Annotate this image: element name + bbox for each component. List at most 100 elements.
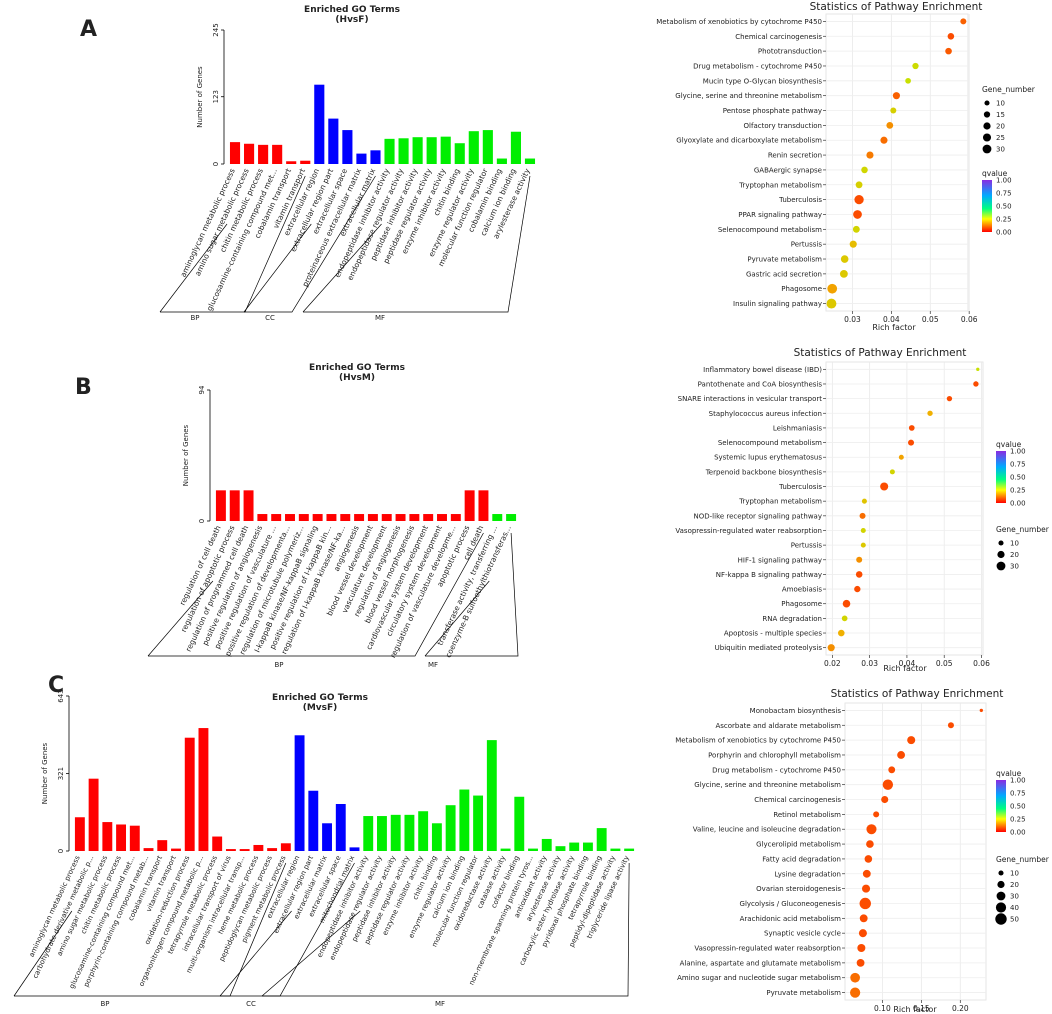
pathway-label: Leishmaniasis	[773, 424, 822, 432]
color-legend-title: qvalue	[996, 440, 1022, 449]
pathway-label: Chemical carcinogenesis	[754, 796, 841, 804]
pathway-label: Ubiquitin mediated proteolysis	[715, 644, 823, 652]
enrichment-point	[856, 958, 865, 967]
bar-mf	[492, 514, 503, 521]
y-tick-label: 123	[212, 90, 220, 103]
pathway-label: Apoptosis - multiple species	[724, 630, 823, 638]
x-tick-label: 0.04	[883, 315, 900, 324]
pathway-label: Drug metabolism - cytochrome P450	[693, 62, 822, 70]
size-legend-dot	[983, 111, 991, 118]
bar-bp	[198, 728, 209, 851]
enrichment-point	[947, 32, 955, 40]
group-bracket-edge	[147, 580, 214, 657]
group-bracket	[262, 862, 630, 997]
size-legend-dot	[983, 122, 991, 130]
size-legend-dot	[996, 891, 1006, 901]
color-legend-label: 0.75	[996, 190, 1012, 198]
bar-bp	[88, 778, 99, 851]
bar-cc	[314, 84, 325, 164]
bar-mf	[496, 158, 507, 164]
enrichment-point	[866, 824, 877, 835]
bar-bp	[271, 514, 282, 521]
enrichment-point	[859, 512, 866, 519]
size-legend-title: Gene_number	[996, 525, 1050, 534]
bar-bp	[229, 142, 241, 164]
bar-mf	[528, 848, 538, 851]
bar-bp	[450, 514, 461, 521]
group-label: BP	[190, 314, 199, 322]
pathway-label: Selenocompound metabolism	[718, 226, 822, 234]
enrichment-point	[880, 136, 888, 144]
enrichment-point	[886, 121, 894, 129]
size-legend-label: 15	[996, 111, 1005, 119]
color-legend-label: 0.00	[996, 229, 1012, 237]
bar-bp	[102, 822, 113, 851]
bar-bp	[143, 848, 154, 851]
enrichment-point	[864, 855, 873, 863]
enrichment-point	[862, 884, 871, 893]
pathway-label: Valine, leucine and isoleucine degradati…	[693, 826, 841, 834]
color-legend-label: 0.00	[1010, 500, 1026, 508]
color-legend-label: 0.50	[1010, 803, 1026, 811]
x-tick-label: 0.05	[922, 315, 939, 324]
enrichment-point	[852, 225, 860, 233]
size-legend-dot	[984, 100, 990, 106]
enrichment-point	[866, 840, 874, 848]
chart-title: Statistics of Pathway Enrichment	[831, 688, 1004, 700]
enrichment-point	[898, 454, 904, 460]
bar-cc	[370, 150, 381, 164]
bar-cc	[328, 118, 339, 164]
pathway-label: Alanine, aspartate and glutamate metabol…	[680, 959, 842, 967]
enrichment-point	[853, 210, 862, 219]
y-tick-label: 0	[198, 519, 206, 523]
bar-bp	[184, 737, 195, 851]
enrichment-point	[908, 425, 915, 431]
group-label: MF	[435, 1000, 445, 1008]
x-tick-label: 0.05	[936, 659, 953, 668]
bar-bp	[253, 844, 264, 851]
size-legend-dot	[982, 144, 992, 154]
enrichment-point	[890, 107, 897, 114]
pathway-label: Fatty acid degradation	[762, 855, 841, 863]
enrichment-point	[850, 972, 860, 983]
color-legend-label: 1.00	[1010, 448, 1026, 456]
chart-title: Statistics of Pathway Enrichment	[794, 347, 967, 359]
pathway-label: SNARE interactions in vesicular transpor…	[678, 395, 823, 403]
color-legend-label: 0.25	[1010, 816, 1026, 824]
chart-title: Statistics of Pathway Enrichment	[810, 1, 983, 13]
group-bracket-edge	[424, 580, 490, 657]
enrichment-point	[880, 482, 889, 491]
bar-bp	[244, 143, 255, 164]
pathway-label: Terpenoid backbone biosynthesis	[705, 468, 823, 476]
bar-mf	[377, 816, 387, 851]
enrichment-point	[946, 395, 953, 402]
bar-mf	[596, 828, 607, 851]
color-legend-label: 1.00	[996, 177, 1012, 185]
size-legend-dot	[998, 870, 1004, 876]
bar-mf	[426, 137, 437, 164]
size-legend-dot	[995, 913, 1007, 925]
bar-mf	[363, 816, 374, 851]
bar-mf	[468, 131, 479, 164]
enrichment-point	[850, 987, 861, 998]
bar-bp	[381, 514, 392, 521]
enrichment-point	[839, 269, 848, 278]
pathway-label: Staphylococcus aureus infection	[709, 410, 822, 418]
group-bracket	[244, 175, 376, 313]
bar-mf	[390, 814, 401, 851]
bar-mf	[541, 838, 552, 851]
bar-cc	[349, 847, 360, 851]
size-legend-dot	[997, 550, 1005, 559]
bar-bp	[74, 817, 85, 851]
group-label: CC	[246, 1000, 256, 1008]
pathway-label: Tryptophan metabolism	[738, 181, 822, 189]
y-axis-label: Number of Genes	[196, 66, 204, 128]
x-tick-label: 0.06	[961, 315, 978, 324]
size-legend-label: 25	[996, 134, 1005, 142]
y-axis-label: Number of Genes	[182, 424, 190, 486]
pathway-label: Tuberculosis	[778, 196, 822, 204]
enrichment-point	[908, 439, 915, 446]
bar-mf	[459, 789, 470, 851]
bar-mf	[384, 138, 395, 164]
bar-bp	[157, 840, 168, 851]
